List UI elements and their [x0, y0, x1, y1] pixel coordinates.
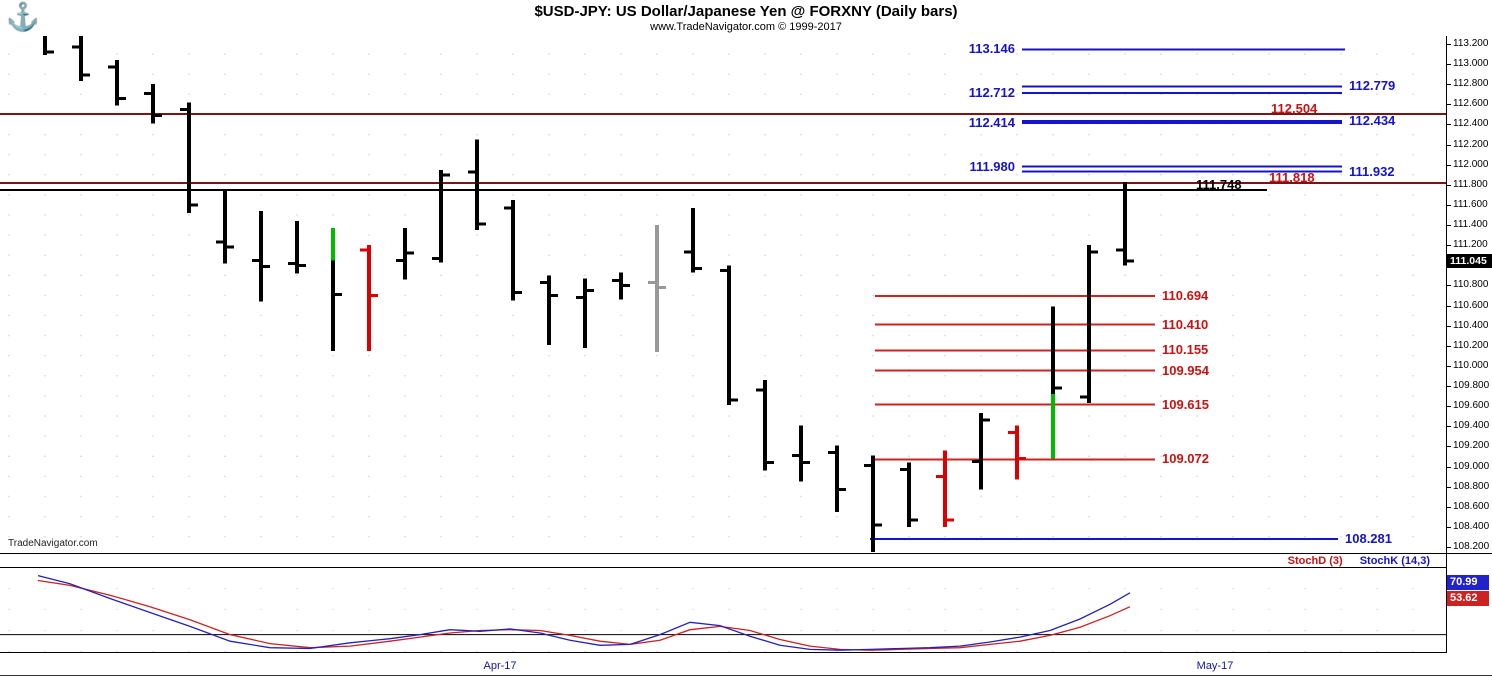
chart-subtitle: www.TradeNavigator.com © 1999-2017 — [650, 21, 842, 33]
price-axis-label: 110.600 — [1453, 299, 1489, 311]
price-axis-label: 112.400 — [1453, 118, 1489, 130]
axis-tick — [1447, 64, 1451, 66]
axis-tick — [1447, 466, 1451, 468]
axis-tick — [1447, 486, 1451, 488]
price-axis-label: 111.600 — [1453, 198, 1488, 210]
axis-tick — [1447, 184, 1451, 186]
stochd-legend-label[interactable]: StochD (3) — [1287, 555, 1343, 567]
axis-tick — [1447, 406, 1451, 408]
price-axis-label: 110.200 — [1453, 339, 1489, 351]
chart-title: $USD-JPY: US Dollar/Japanese Yen @ FORXN… — [534, 3, 958, 20]
axis-tick — [1447, 526, 1451, 528]
price-axis-label: 112.600 — [1453, 98, 1489, 110]
axis-tick — [1447, 386, 1451, 388]
stochd-value-badge: 53.62 — [1447, 591, 1489, 606]
price-level-label: 111.980 — [969, 158, 1015, 174]
price-axis-label: 110.400 — [1453, 319, 1489, 331]
axis-tick — [1447, 164, 1451, 166]
axis-tick — [1447, 285, 1451, 287]
axis-tick — [1447, 365, 1451, 367]
price-axis-label: 109.600 — [1453, 400, 1490, 412]
watermark: TradeNavigator.com — [8, 538, 98, 549]
price-axis-label: 111.400 — [1453, 219, 1488, 231]
axis-tick — [1447, 204, 1451, 206]
price-axis-label: 110.000 — [1453, 359, 1489, 371]
date-axis-label: Apr-17 — [483, 660, 517, 672]
price-chart-svg — [0, 36, 1446, 553]
price-axis-label: 108.400 — [1453, 520, 1490, 532]
axis-tick — [1447, 506, 1451, 508]
stochk-line — [37, 574, 1131, 651]
price-level-label: 111.818 — [1269, 170, 1315, 186]
price-level-label: 112.779 — [1349, 78, 1396, 94]
stochastic-legend: StochD (3) StochK (14,3) — [0, 555, 1446, 567]
price-chart-area[interactable]: 112.504 111.818 111.748 113.146 112.779 112.7… — [0, 36, 1446, 553]
stochd-line — [37, 579, 1131, 651]
axis-separator-line — [1446, 36, 1447, 653]
axis-tick — [1447, 44, 1451, 45]
axis-tick — [1447, 124, 1451, 126]
axis-tick — [1447, 325, 1451, 327]
axis-tick — [1447, 547, 1451, 548]
stochastic-panel[interactable] — [0, 567, 1446, 653]
price-axis-label: 108.600 — [1453, 500, 1490, 512]
chart-header: ⚓ $USD-JPY: US Dollar/Japanese Yen @ FOR… — [0, 0, 1492, 36]
price-axis-label: 111.800 — [1453, 178, 1488, 190]
price-level-label: 112.414 — [968, 115, 1015, 131]
stochastic-svg — [0, 574, 1446, 651]
stochk-value-badge: 70.99 — [1447, 575, 1489, 590]
price-axis-label: 112.800 — [1453, 78, 1489, 90]
panel-separator-line — [0, 553, 1492, 554]
price-level-label: 108.281 — [1345, 530, 1392, 546]
price-axis-label: 109.800 — [1453, 380, 1490, 392]
price-level-label: 111.748 — [1196, 177, 1242, 193]
price-axis-label: 110.800 — [1453, 279, 1489, 291]
date-axis[interactable]: Apr-17 May-17 — [0, 653, 1492, 677]
bottom-edge-line — [0, 675, 1492, 676]
price-level-label: 110.694 — [1162, 288, 1209, 304]
axis-tick — [1447, 305, 1451, 307]
axis-tick — [1447, 426, 1451, 428]
price-level-label: 112.434 — [1349, 113, 1396, 129]
price-axis-label: 112.200 — [1453, 138, 1489, 150]
axis-tick — [1447, 84, 1451, 86]
price-axis-label: 111.200 — [1453, 239, 1488, 251]
price-axis[interactable]: 111.045 113.200 113.000 112.800 112.600 112.… — [1447, 36, 1492, 553]
price-axis-label: 113.000 — [1453, 58, 1489, 70]
price-level-label: 112.504 — [1271, 101, 1318, 117]
date-axis-label: May-17 — [1196, 660, 1234, 672]
price-level-label: 110.410 — [1162, 316, 1209, 332]
anchor-logo-icon: ⚓ — [6, 2, 40, 32]
price-level-label: 113.146 — [968, 41, 1015, 57]
price-axis-label: 113.200 — [1453, 38, 1489, 49]
price-level-label: 109.615 — [1162, 396, 1209, 412]
axis-tick — [1447, 345, 1451, 347]
price-axis-label: 109.000 — [1453, 460, 1490, 472]
price-axis-label: 109.400 — [1453, 420, 1490, 432]
price-level-label: 110.155 — [1162, 342, 1209, 358]
stochk-legend-label[interactable]: StochK (14,3) — [1359, 555, 1430, 567]
axis-tick — [1447, 144, 1451, 146]
price-level-label: 112.712 — [968, 85, 1015, 101]
current-price-badge: 111.045 — [1447, 253, 1492, 268]
price-level-label: 111.932 — [1349, 163, 1395, 179]
price-axis-label: 108.200 — [1453, 541, 1490, 552]
axis-tick — [1447, 104, 1451, 106]
price-axis-label: 109.200 — [1453, 440, 1490, 452]
price-axis-label: 108.800 — [1453, 480, 1490, 492]
price-level-label: 109.954 — [1162, 362, 1209, 378]
price-level-label: 109.072 — [1162, 451, 1209, 467]
price-axis-label: 112.000 — [1453, 158, 1489, 170]
axis-tick — [1447, 225, 1451, 227]
axis-tick — [1447, 446, 1451, 448]
axis-tick — [1447, 245, 1451, 247]
